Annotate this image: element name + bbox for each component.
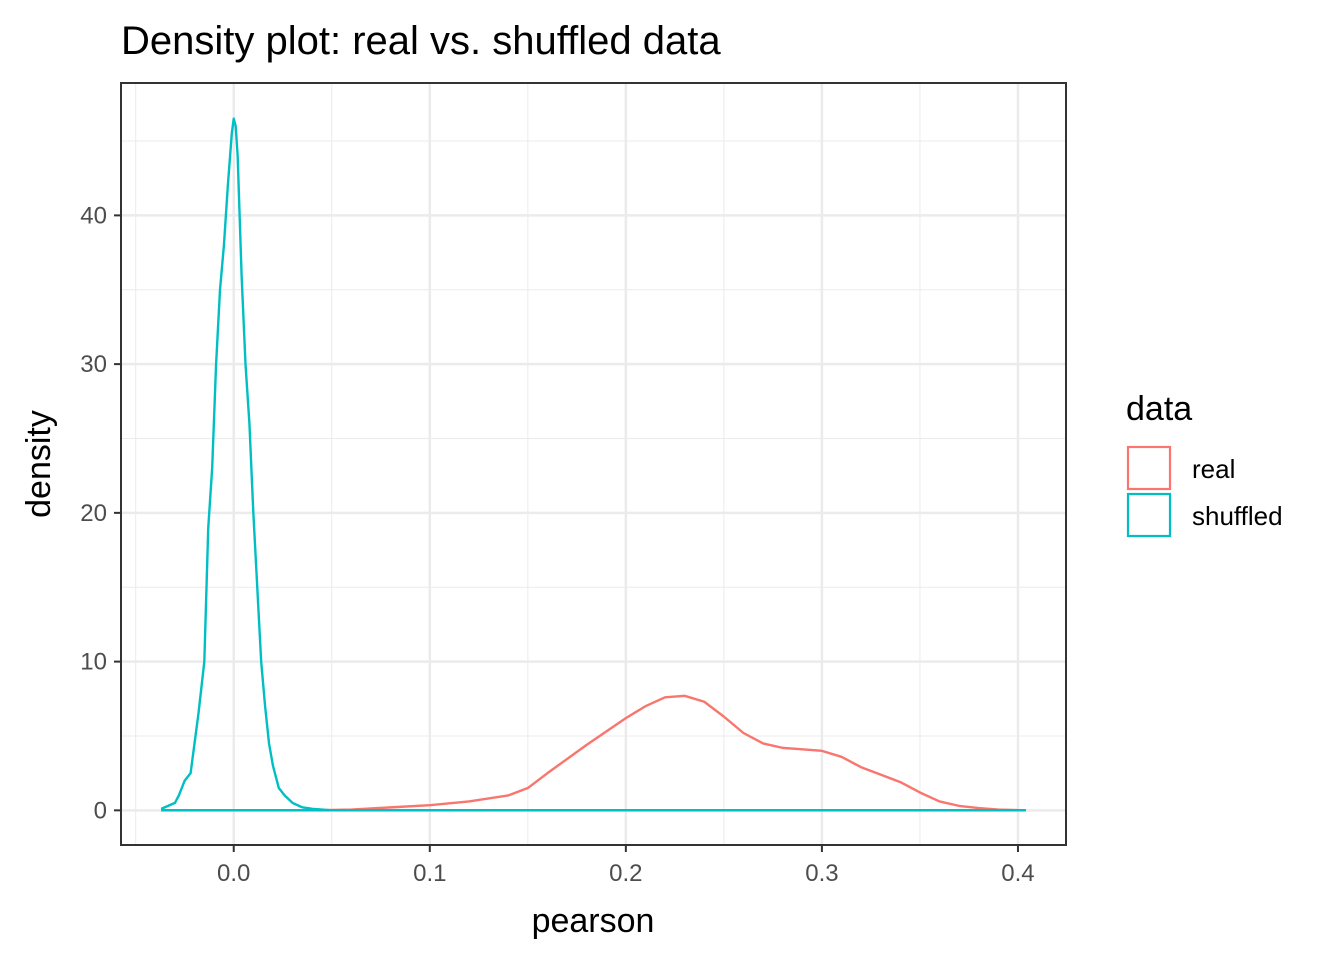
y-axis: 0 10 20 30 40 <box>80 202 121 824</box>
x-tick-label: 0.0 <box>217 860 250 887</box>
legend-label-real: real <box>1192 454 1235 484</box>
y-tick-label: 20 <box>80 500 107 527</box>
legend-key-real <box>1126 445 1172 491</box>
x-tick-label: 0.3 <box>805 860 838 887</box>
legend-key-shuffled <box>1126 492 1172 538</box>
x-axis-title: pearson <box>532 902 655 940</box>
x-tick-label: 0.4 <box>1001 860 1034 887</box>
minor-gridlines <box>121 83 1066 845</box>
y-tick-label: 40 <box>80 202 107 229</box>
y-axis-title: density <box>20 410 58 518</box>
series-line-real <box>161 694 1026 812</box>
plot-panel <box>121 83 1066 845</box>
x-tick-label: 0.2 <box>609 860 642 887</box>
chart-title: Density plot: real vs. shuffled data <box>121 19 721 63</box>
legend-label-shuffled: shuffled <box>1192 501 1283 531</box>
legend-title: data <box>1126 390 1192 428</box>
x-axis: 0.0 0.1 0.2 0.3 0.4 <box>217 845 1035 887</box>
y-tick-label: 10 <box>80 649 107 676</box>
legend-entries: real shuffled <box>1126 445 1283 538</box>
y-tick-label: 0 <box>94 797 107 824</box>
series-layer <box>160 117 1026 812</box>
plot-panel-border <box>120 82 1067 846</box>
series-line-shuffled <box>160 117 1026 812</box>
x-tick-label: 0.1 <box>413 860 446 887</box>
y-tick-label: 30 <box>80 351 107 378</box>
legend: data real shuffled <box>1126 390 1283 538</box>
